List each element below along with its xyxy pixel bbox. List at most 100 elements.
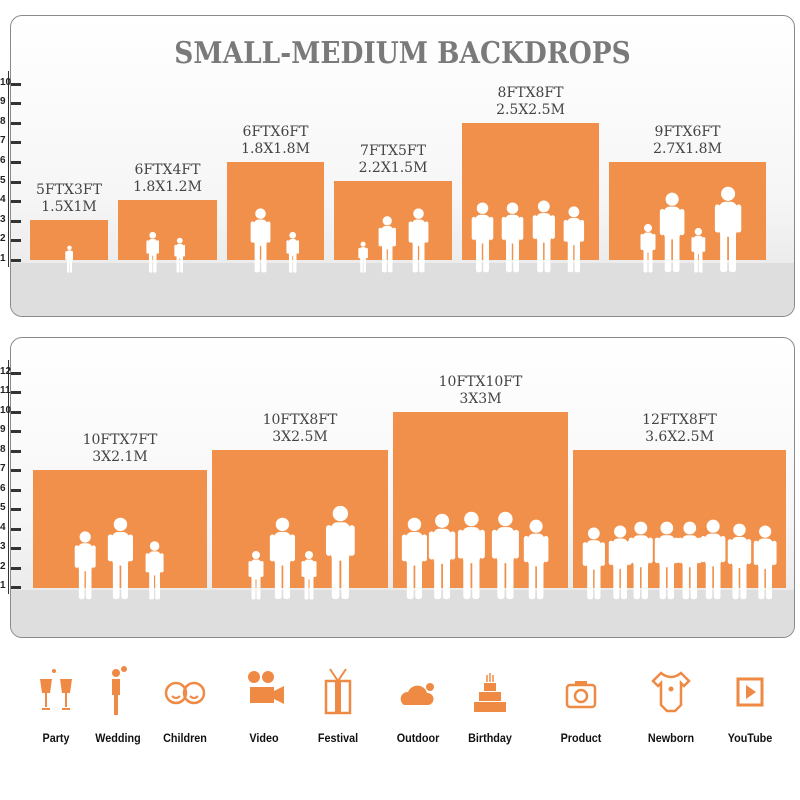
use-case-label: Festival	[317, 731, 359, 745]
person-silhouette	[701, 519, 726, 600]
tick-mark	[11, 82, 21, 86]
tick-label: 10	[0, 404, 12, 416]
person-silhouette	[691, 227, 706, 273]
scale-tick: 8	[0, 116, 24, 134]
wedding-couple-icon	[112, 666, 127, 715]
scale-axis	[8, 359, 9, 594]
tick-mark	[11, 449, 21, 453]
size-m: 2.5X2.5M	[496, 102, 565, 118]
tick-mark	[11, 391, 21, 394]
scale-tick: 3	[0, 541, 24, 559]
camera-icon	[565, 681, 597, 709]
scale-tick: 5	[0, 502, 24, 520]
person-silhouette	[629, 521, 654, 600]
size-label: 12FTX8FT 3.6X2.5M	[642, 412, 717, 446]
use-case-party: Party	[21, 665, 91, 745]
person-silhouette	[358, 241, 369, 273]
tick-label: 9	[0, 424, 6, 435]
tick-mark	[11, 508, 21, 511]
tick-mark	[11, 586, 21, 589]
tick-mark	[11, 161, 21, 164]
backdrop-12ftx8ft	[573, 450, 786, 588]
use-case-label: Birthday	[468, 731, 512, 745]
tick-label: 6	[0, 155, 6, 166]
tick-mark	[11, 547, 21, 550]
size-label: 7FTX5FT 2.2X1.5M	[359, 143, 428, 177]
size-m: 2.2X1.5M	[358, 160, 428, 176]
backdrop-6ftx6ft	[227, 162, 324, 260]
tick-label: 4	[0, 194, 6, 206]
use-case-label: YouTube	[727, 731, 773, 745]
person-silhouette	[401, 517, 427, 600]
size-label: 9FTX6FT 2.7X1.8M	[653, 124, 722, 158]
person-silhouette	[608, 525, 632, 600]
tick-mark	[11, 259, 21, 262]
scale-tick: 2	[0, 561, 24, 579]
scale-tick: 1	[0, 253, 24, 271]
size-m: 2.7X1.8M	[653, 141, 722, 157]
use-case-birthday: Birthday	[455, 665, 525, 745]
floor	[11, 263, 794, 316]
tick-mark	[11, 410, 21, 414]
person-silhouette	[727, 523, 751, 600]
page-title: SMALL-MEDIUM BACKDROPS	[174, 36, 631, 71]
size-ft: 6FTX6FT	[242, 124, 309, 140]
backdrop-9ftx6ft	[609, 162, 766, 260]
scale-tick: 8	[0, 444, 24, 462]
play-button-icon	[736, 677, 764, 707]
person-silhouette	[286, 231, 300, 273]
person-silhouette	[269, 517, 295, 600]
scale-tick: 9	[0, 424, 24, 442]
size-chart: 1 2 3 4 5 6 7 8 9 10 1 2 3 4 5 6 7 8 9 10 11 12 5FTX3FT 1.5X1M 6…	[0, 70, 786, 600]
tick-label: 7	[0, 135, 6, 147]
tick-mark	[11, 430, 21, 433]
scale-tick: 10	[0, 405, 24, 423]
tick-mark	[11, 121, 21, 125]
size-label: 10FTX10FT 3X3M	[439, 374, 523, 408]
person-silhouette	[428, 513, 456, 600]
tick-label: 3	[0, 541, 6, 552]
tick-mark	[11, 219, 21, 223]
use-case-label: Wedding	[95, 731, 141, 745]
size-label: 5FTX3FT 1.5X1M	[36, 182, 102, 216]
size-ft: 6FTX4FT	[134, 162, 201, 178]
scale-tick: 3	[0, 214, 24, 232]
use-case-label: Video	[249, 731, 279, 745]
size-ft: 10FTX7FT	[82, 432, 158, 448]
scale-tick: 9	[0, 96, 24, 114]
size-ft: 9FTX6FT	[654, 124, 721, 140]
tick-label: 2	[0, 233, 6, 245]
tick-label: 8	[0, 115, 6, 127]
gift-box-icon	[324, 668, 352, 715]
backdrop-7ftx5ft	[334, 181, 452, 260]
size-m: 3X2.5M	[272, 429, 328, 445]
scale-axis	[8, 70, 9, 267]
size-label: 8FTX8FT 2.5X2.5M	[496, 85, 565, 119]
use-cases: Party Wedding Children Video Festival Outdoor…	[0, 665, 800, 755]
tick-mark	[11, 469, 21, 472]
use-case-children: Children	[150, 665, 220, 745]
tick-label: 5	[0, 174, 6, 186]
video-camera-icon	[248, 671, 284, 704]
use-case-label: Party	[42, 731, 70, 745]
person-silhouette	[74, 531, 96, 600]
size-ft: 7FTX5FT	[360, 143, 426, 159]
person-silhouette	[533, 200, 556, 273]
scale-tick: 12	[0, 366, 24, 384]
size-ft: 5FTX3FT	[36, 182, 102, 198]
tick-label: 7	[0, 463, 6, 474]
scale-tick: 11	[0, 385, 24, 403]
size-ft: 10FTX8FT	[262, 412, 338, 428]
size-m: 3.6X2.5M	[645, 429, 714, 445]
children-faces-icon	[164, 681, 206, 705]
tick-mark	[11, 102, 21, 106]
person-silhouette	[564, 206, 585, 273]
person-silhouette	[583, 527, 606, 600]
tick-label: 1	[0, 253, 6, 264]
scale-tick: 6	[0, 483, 24, 501]
use-case-label: Outdoor	[396, 731, 440, 745]
scale-tick: 1	[0, 580, 24, 598]
person-silhouette	[107, 517, 133, 600]
tick-mark	[11, 200, 21, 204]
size-ft: 10FTX10FT	[438, 374, 523, 390]
